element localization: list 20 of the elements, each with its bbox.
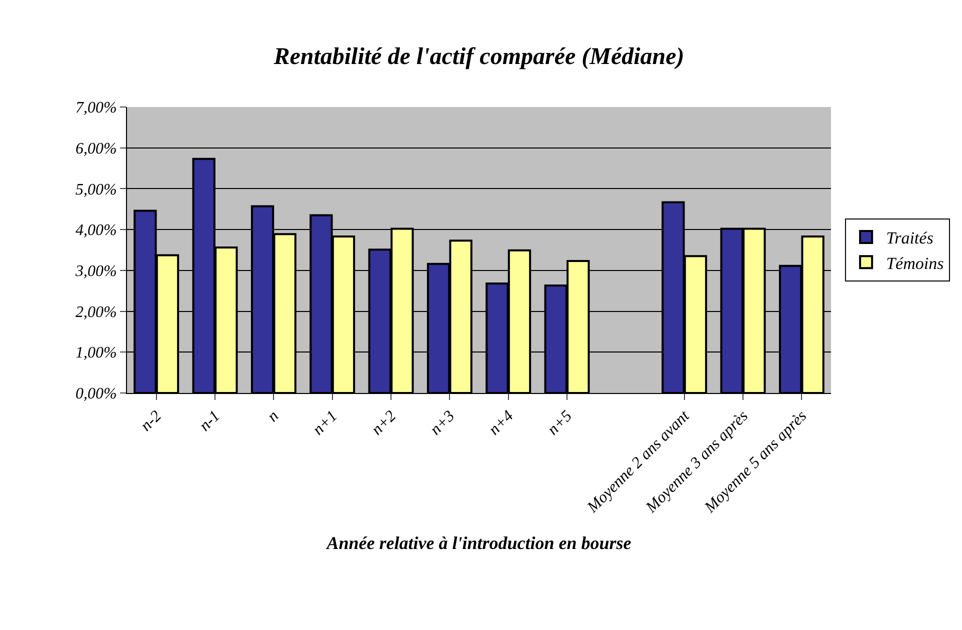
x-tick-label: n+2	[368, 408, 400, 439]
x-tick-label: n-2	[138, 408, 165, 435]
x-tick-label: n+1	[310, 408, 341, 439]
y-tick-label: 6,00%	[75, 140, 117, 158]
legend-label: Témoins	[886, 254, 944, 273]
x-tick-label: n+5	[544, 408, 576, 439]
x-tick-label: n+4	[486, 408, 517, 439]
x-tick-label: n+3	[427, 408, 458, 439]
y-tick-label: 3,00%	[74, 263, 117, 280]
y-tick-label: 5,00%	[75, 181, 117, 198]
y-tick-label: 2,00%	[75, 304, 117, 321]
y-tick-label: 0,00%	[75, 386, 117, 403]
legend-label: Traités	[886, 228, 934, 248]
y-tick-label: 4,00%	[75, 222, 117, 240]
chart-title: Rentabilité de l'actif comparée (Médiane)	[272, 44, 684, 70]
x-tick-label: n	[264, 408, 282, 426]
y-tick-label: 1,00%	[75, 344, 117, 362]
x-tick-label: n-1	[196, 408, 224, 435]
y-tick-label: 7,00%	[75, 100, 117, 117]
x-axis-title: Année relative à l'introduction en bourse	[326, 532, 632, 553]
